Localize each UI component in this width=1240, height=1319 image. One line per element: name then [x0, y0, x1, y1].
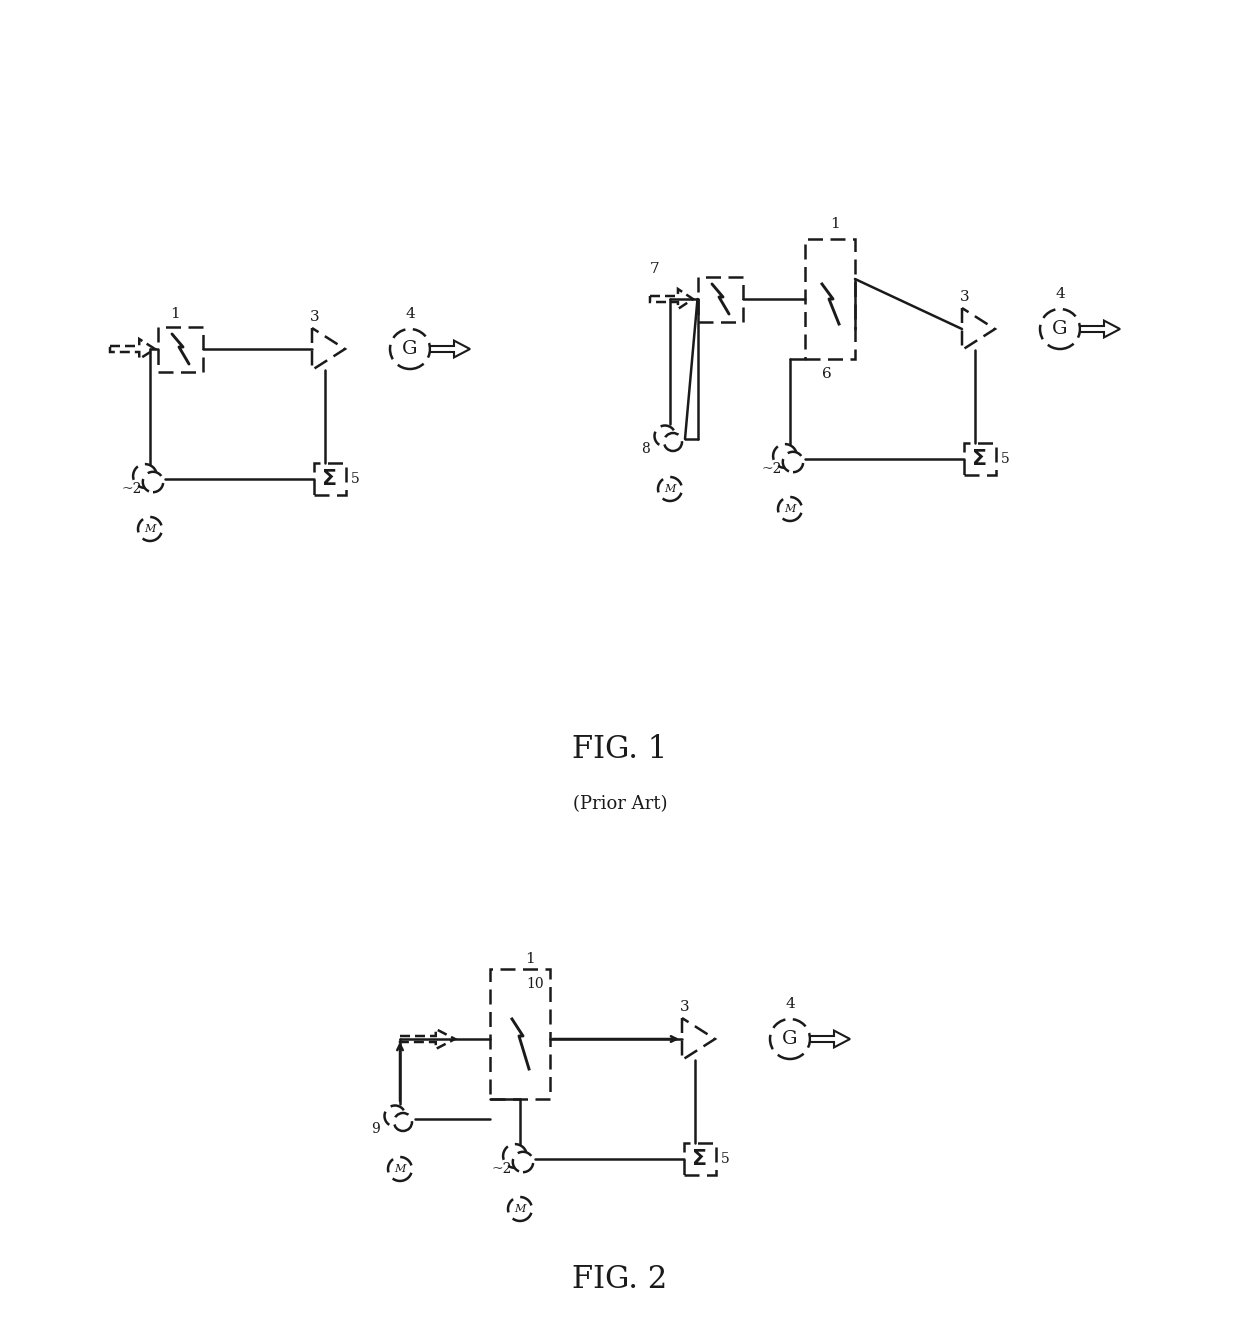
Circle shape — [1040, 309, 1080, 350]
Bar — [314, 463, 346, 495]
Text: M: M — [144, 524, 156, 534]
Circle shape — [133, 464, 157, 488]
Text: Σ: Σ — [322, 470, 337, 489]
Text: 4: 4 — [405, 307, 415, 321]
Text: FIG. 1: FIG. 1 — [573, 733, 667, 765]
Circle shape — [388, 1157, 412, 1181]
Text: M: M — [515, 1204, 526, 1213]
Circle shape — [391, 328, 430, 369]
Text: 1: 1 — [170, 307, 180, 321]
Text: M: M — [394, 1163, 405, 1174]
Polygon shape — [810, 1030, 849, 1047]
Text: M: M — [785, 504, 796, 514]
Bar — [684, 1144, 715, 1175]
Circle shape — [777, 497, 802, 521]
Text: Σ: Σ — [692, 1149, 708, 1169]
Bar — [490, 969, 551, 1099]
Text: G: G — [782, 1030, 797, 1049]
Bar — [805, 239, 856, 359]
Circle shape — [782, 452, 804, 472]
Polygon shape — [962, 309, 994, 350]
Polygon shape — [650, 289, 693, 309]
Text: 9: 9 — [371, 1122, 379, 1136]
Text: 1: 1 — [830, 218, 839, 231]
Circle shape — [138, 517, 162, 541]
Polygon shape — [401, 1029, 455, 1049]
Text: 8: 8 — [641, 442, 650, 456]
Circle shape — [384, 1105, 405, 1126]
Text: 10: 10 — [526, 977, 544, 991]
Polygon shape — [1080, 321, 1120, 338]
Text: FIG. 2: FIG. 2 — [573, 1264, 667, 1294]
Circle shape — [513, 1151, 533, 1173]
Circle shape — [508, 1198, 532, 1221]
Circle shape — [143, 472, 164, 492]
Text: ~2: ~2 — [492, 1162, 512, 1177]
Circle shape — [394, 1113, 412, 1130]
Polygon shape — [430, 340, 470, 357]
Text: ~2: ~2 — [122, 481, 143, 496]
Text: G: G — [1053, 321, 1068, 338]
Text: Σ: Σ — [972, 448, 987, 470]
Text: 5: 5 — [1001, 452, 1009, 466]
Text: 4: 4 — [1055, 288, 1065, 301]
Circle shape — [503, 1144, 527, 1167]
Circle shape — [663, 433, 682, 451]
Text: 6: 6 — [822, 367, 832, 381]
Text: 4: 4 — [785, 997, 795, 1010]
Circle shape — [773, 445, 797, 468]
Text: 3: 3 — [960, 290, 970, 303]
Bar — [157, 327, 202, 372]
Text: 7: 7 — [650, 262, 660, 276]
Text: 5: 5 — [720, 1151, 729, 1166]
Text: 1: 1 — [525, 952, 534, 966]
Polygon shape — [312, 328, 345, 371]
Text: M: M — [665, 484, 676, 495]
Polygon shape — [110, 339, 155, 359]
Circle shape — [770, 1020, 810, 1059]
Text: G: G — [402, 340, 418, 357]
Text: ~2: ~2 — [761, 462, 782, 476]
Text: 3: 3 — [310, 310, 320, 324]
Bar — [697, 277, 743, 322]
Text: (Prior Art): (Prior Art) — [573, 795, 667, 813]
Circle shape — [655, 426, 676, 447]
Polygon shape — [682, 1018, 715, 1060]
Text: 5: 5 — [351, 472, 360, 485]
Bar — [963, 443, 996, 475]
Circle shape — [658, 477, 682, 501]
Text: 3: 3 — [681, 1000, 689, 1014]
